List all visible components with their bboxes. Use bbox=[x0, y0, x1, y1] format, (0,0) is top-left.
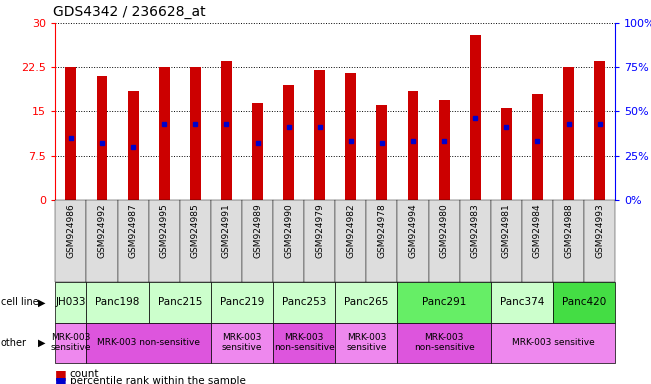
Text: count: count bbox=[70, 369, 99, 379]
Text: GSM924983: GSM924983 bbox=[471, 200, 480, 255]
Text: GSM924989: GSM924989 bbox=[253, 204, 262, 258]
Bar bbox=[532, 94, 543, 200]
Text: Panc374: Panc374 bbox=[500, 297, 544, 308]
Text: GSM924979: GSM924979 bbox=[315, 200, 324, 255]
Text: GSM924986: GSM924986 bbox=[66, 200, 76, 255]
Text: GSM924994: GSM924994 bbox=[409, 200, 417, 254]
Bar bbox=[96, 76, 107, 200]
Bar bbox=[408, 91, 419, 200]
Bar bbox=[252, 103, 263, 200]
Text: Panc253: Panc253 bbox=[282, 297, 326, 308]
Bar bbox=[439, 99, 450, 200]
Text: Panc265: Panc265 bbox=[344, 297, 389, 308]
Text: GSM924995: GSM924995 bbox=[159, 204, 169, 258]
Text: GSM924985: GSM924985 bbox=[191, 200, 200, 255]
Text: GSM924980: GSM924980 bbox=[439, 204, 449, 258]
Text: MRK-003
non-sensitive: MRK-003 non-sensitive bbox=[414, 333, 475, 353]
Text: ■: ■ bbox=[55, 368, 67, 381]
Text: GSM924995: GSM924995 bbox=[159, 200, 169, 255]
Text: GSM924986: GSM924986 bbox=[66, 204, 76, 258]
Text: GSM924987: GSM924987 bbox=[129, 204, 137, 258]
Text: GSM924987: GSM924987 bbox=[129, 200, 137, 255]
Text: other: other bbox=[1, 338, 27, 348]
Text: ▶: ▶ bbox=[38, 297, 46, 308]
Text: GSM924990: GSM924990 bbox=[284, 200, 293, 255]
Text: Panc420: Panc420 bbox=[562, 297, 606, 308]
Text: GSM924992: GSM924992 bbox=[98, 200, 107, 254]
Bar bbox=[283, 85, 294, 200]
Text: MRK-003
sensitive: MRK-003 sensitive bbox=[346, 333, 387, 353]
Text: GSM924989: GSM924989 bbox=[253, 200, 262, 255]
Text: GSM924985: GSM924985 bbox=[191, 204, 200, 258]
Text: ■: ■ bbox=[55, 375, 67, 384]
Text: GSM924982: GSM924982 bbox=[346, 200, 355, 254]
Text: Panc198: Panc198 bbox=[95, 297, 140, 308]
Text: MRK-003 sensitive: MRK-003 sensitive bbox=[512, 338, 594, 347]
Bar bbox=[159, 67, 170, 200]
Text: GSM924978: GSM924978 bbox=[378, 200, 387, 255]
Text: GSM924984: GSM924984 bbox=[533, 200, 542, 254]
Bar bbox=[563, 67, 574, 200]
Bar bbox=[128, 91, 139, 200]
Text: GSM924980: GSM924980 bbox=[439, 200, 449, 255]
Bar bbox=[221, 61, 232, 200]
Text: GDS4342 / 236628_at: GDS4342 / 236628_at bbox=[53, 5, 205, 19]
Text: GSM924978: GSM924978 bbox=[378, 204, 387, 258]
Text: ▶: ▶ bbox=[38, 338, 46, 348]
Text: GSM924981: GSM924981 bbox=[502, 200, 511, 255]
Text: GSM924990: GSM924990 bbox=[284, 204, 293, 258]
Bar bbox=[190, 67, 201, 200]
Text: GSM924983: GSM924983 bbox=[471, 204, 480, 258]
Text: percentile rank within the sample: percentile rank within the sample bbox=[70, 376, 245, 384]
Bar bbox=[376, 106, 387, 200]
Text: Panc215: Panc215 bbox=[158, 297, 202, 308]
Text: MRK-003 non-sensitive: MRK-003 non-sensitive bbox=[97, 338, 200, 347]
Text: GSM924994: GSM924994 bbox=[409, 204, 417, 258]
Text: GSM924991: GSM924991 bbox=[222, 200, 231, 255]
Text: GSM924981: GSM924981 bbox=[502, 204, 511, 258]
Bar bbox=[470, 35, 480, 200]
Bar bbox=[346, 73, 356, 200]
Text: GSM924993: GSM924993 bbox=[595, 200, 604, 255]
Text: MRK-003
sensitive: MRK-003 sensitive bbox=[51, 333, 91, 353]
Text: GSM924993: GSM924993 bbox=[595, 204, 604, 258]
Text: GSM924988: GSM924988 bbox=[564, 204, 573, 258]
Text: GSM924982: GSM924982 bbox=[346, 204, 355, 258]
Text: JH033: JH033 bbox=[55, 297, 86, 308]
Text: MRK-003
sensitive: MRK-003 sensitive bbox=[222, 333, 262, 353]
Text: GSM924979: GSM924979 bbox=[315, 204, 324, 258]
Text: GSM924992: GSM924992 bbox=[98, 204, 107, 258]
Bar bbox=[314, 70, 325, 200]
Bar bbox=[501, 108, 512, 200]
Text: GSM924991: GSM924991 bbox=[222, 204, 231, 258]
Text: cell line: cell line bbox=[1, 297, 38, 308]
Text: GSM924984: GSM924984 bbox=[533, 204, 542, 258]
Text: Panc219: Panc219 bbox=[220, 297, 264, 308]
Text: MRK-003
non-sensitive: MRK-003 non-sensitive bbox=[274, 333, 335, 353]
Bar bbox=[66, 67, 76, 200]
Text: Panc291: Panc291 bbox=[422, 297, 466, 308]
Text: GSM924988: GSM924988 bbox=[564, 200, 573, 255]
Bar bbox=[594, 61, 605, 200]
